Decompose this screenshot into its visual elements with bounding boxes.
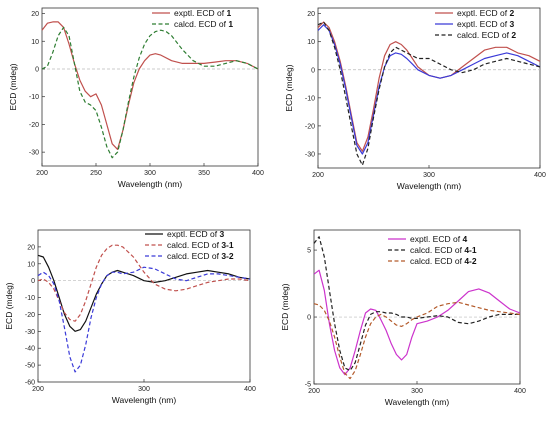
x-tick-label: 300 — [144, 170, 156, 177]
legend-compound-number: 2 — [509, 8, 514, 18]
x-axis-label: Wavelength (nm) — [385, 397, 450, 407]
x-axis-label: Wavelength (nm) — [118, 179, 183, 189]
legend-compound-number: 4-2 — [464, 256, 477, 266]
chart-panel-2: 200 300 400 20 10 0 -10 -20 -30 Wavelength (nm) EC… — [284, 7, 546, 191]
legend-compound-number: 2 — [511, 30, 516, 40]
legend-entry: exptl. ECD of 4 — [410, 234, 467, 244]
legend-text: calcd. ECD of — [167, 251, 221, 261]
legend-compound-number: 1 — [226, 8, 231, 18]
y-axis-label: ECD (mdeg) — [280, 283, 290, 330]
legend-entry: calcd. ECD of 3-2 — [167, 251, 234, 261]
x-tick-label: 200 — [36, 170, 48, 177]
legend-text: exptl. ECD of — [174, 8, 226, 18]
series-line-2 — [317, 21, 541, 166]
chart-panel-1: 200 250 300 350 400 20 10 0 -10 -20 -30 Wavelength … — [8, 7, 264, 189]
y-tick-label: 20 — [307, 11, 315, 18]
legend-text: exptl. ECD of — [457, 8, 509, 18]
legend-entry: exptl. ECD of 3 — [167, 229, 224, 239]
x-tick-label: 300 — [411, 388, 423, 395]
legend-text: exptl. ECD of — [457, 19, 509, 29]
series-line-1 — [41, 21, 259, 150]
x-tick-label: 400 — [252, 170, 264, 177]
y-axis-label: ECD (mdeg) — [4, 282, 14, 329]
x-tick-label: 300 — [138, 386, 150, 393]
x-tick-label: 400 — [514, 388, 526, 395]
chart-panel-3: 200 300 400 20 10 0 -10 -20 -30 -40 -50 -60 Waveleng… — [4, 229, 256, 405]
y-tick-label: 20 — [31, 11, 39, 18]
series-line-3 — [317, 24, 541, 155]
y-axis-label: ECD (mdeg) — [284, 64, 294, 111]
x-tick-label: 200 — [312, 172, 324, 179]
series-line-4 — [313, 269, 521, 376]
y-tick-label: -50 — [25, 363, 35, 370]
x-tick-label: 250 — [90, 170, 102, 177]
y-tick-label: -5 — [305, 382, 311, 389]
y-tick-label: 5 — [307, 248, 311, 255]
y-tick-label: -60 — [25, 380, 35, 387]
legend-entry: calcd. ECD of 1 — [174, 19, 233, 29]
y-tick-label: -40 — [25, 346, 35, 353]
y-tick-label: 20 — [27, 244, 35, 251]
series-line-4-2 — [313, 301, 521, 380]
legend-text: exptl. ECD of — [167, 229, 219, 239]
x-axis-label: Wavelength (nm) — [397, 181, 462, 191]
legend-compound-number: 4 — [462, 234, 467, 244]
x-tick-label: 400 — [244, 386, 256, 393]
y-tick-label: -10 — [25, 295, 35, 302]
y-tick-label: -10 — [305, 95, 315, 102]
legend-entry: calcd. ECD of 3-1 — [167, 240, 234, 250]
legend-entry: calcd. ECD of 4-2 — [410, 256, 477, 266]
legend-text: calcd. ECD of — [410, 256, 464, 266]
x-tick-label: 200 — [32, 386, 44, 393]
y-tick-label: -30 — [305, 151, 315, 158]
legend-text: calcd. ECD of — [174, 19, 228, 29]
legend-compound-number: 3 — [509, 19, 514, 29]
series-line-4-1 — [313, 236, 520, 372]
legend-entry: exptl. ECD of 3 — [457, 19, 514, 29]
legend-compound-number: 3 — [219, 229, 224, 239]
x-tick-label: 400 — [534, 172, 546, 179]
x-axis-label: Wavelength (nm) — [112, 395, 177, 405]
y-tick-label: -20 — [305, 123, 315, 130]
x-tick-label: 300 — [423, 172, 435, 179]
y-tick-label: 10 — [27, 261, 35, 268]
legend-entry: calcd. ECD of 2 — [457, 30, 516, 40]
x-tick-label: 200 — [308, 388, 320, 395]
x-tick-label: 350 — [198, 170, 210, 177]
series-line-3-1 — [37, 244, 251, 322]
legend-text: calcd. ECD of — [410, 245, 464, 255]
legend-entry: exptl. ECD of 1 — [174, 8, 231, 18]
y-tick-label: 10 — [307, 39, 315, 46]
y-tick-label: -30 — [29, 150, 39, 157]
y-tick-label: 0 — [31, 278, 35, 285]
series-line-1 — [41, 26, 259, 159]
y-tick-label: -20 — [29, 122, 39, 129]
legend-entry: exptl. ECD of 2 — [457, 8, 514, 18]
legend-text: exptl. ECD of — [410, 234, 462, 244]
y-tick-label: -20 — [25, 312, 35, 319]
legend-text: calcd. ECD of — [457, 30, 511, 40]
legend-compound-number: 4-1 — [464, 245, 477, 255]
legend-compound-number: 3-2 — [221, 251, 234, 261]
y-tick-label: 0 — [307, 315, 311, 322]
y-axis-label: ECD (mdeg) — [8, 63, 18, 110]
legend-entry: calcd. ECD of 4-1 — [410, 245, 477, 255]
y-tick-label: -30 — [25, 329, 35, 336]
legend-compound-number: 3-1 — [221, 240, 234, 250]
plot-frame — [41, 7, 259, 167]
y-tick-label: 0 — [311, 67, 315, 74]
y-tick-label: 10 — [31, 39, 39, 46]
chart-panel-4: 200 300 400 5 0 -5 Wavelength (nm) ECD (mdeg) ex… — [280, 229, 526, 407]
legend-text: calcd. ECD of — [167, 240, 221, 250]
y-tick-label: -10 — [29, 94, 39, 101]
legend-compound-number: 1 — [228, 19, 233, 29]
series-line-2 — [317, 21, 541, 152]
y-tick-label: 0 — [35, 66, 39, 73]
series-line-3-2 — [37, 266, 251, 373]
